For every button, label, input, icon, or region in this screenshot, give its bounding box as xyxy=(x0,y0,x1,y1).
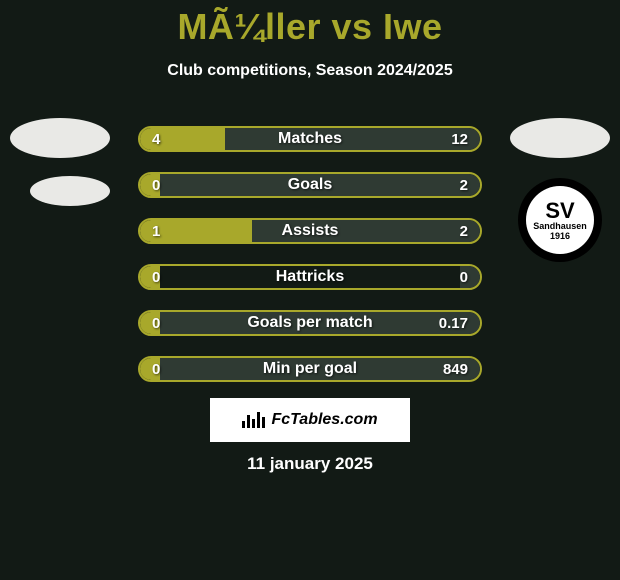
stat-fill-right xyxy=(160,358,480,380)
player-left-badge-top xyxy=(10,118,110,158)
subtitle: Club competitions, Season 2024/2025 xyxy=(0,62,620,80)
stat-row: Goals per match00.17 xyxy=(138,310,482,336)
stat-label: Hattricks xyxy=(140,266,480,288)
stat-row: Min per goal0849 xyxy=(138,356,482,382)
brand-badge: FcTables.com xyxy=(210,398,410,442)
player-right-badge-top xyxy=(510,118,610,158)
stat-fill-right xyxy=(460,266,480,288)
stat-fill-right xyxy=(160,312,480,334)
club-logo-inner: SV Sandhausen 1916 xyxy=(526,186,594,254)
brand-text: FcTables.com xyxy=(271,411,377,429)
stat-fill-left xyxy=(140,266,160,288)
stat-row: Matches412 xyxy=(138,126,482,152)
date-text: 11 january 2025 xyxy=(0,454,620,474)
brand-bars-icon xyxy=(242,412,265,428)
stat-fill-left xyxy=(140,220,252,242)
page-title: MÃ¼ller vs Iwe xyxy=(0,0,620,48)
stat-fill-left xyxy=(140,128,225,150)
stat-fill-left xyxy=(140,312,160,334)
stat-fill-right xyxy=(252,220,480,242)
stat-fill-left xyxy=(140,358,160,380)
club-logo-line3: 1916 xyxy=(550,232,570,241)
stat-row: Hattricks00 xyxy=(138,264,482,290)
stat-fill-left xyxy=(140,174,160,196)
stat-row: Assists12 xyxy=(138,218,482,244)
stat-fill-right xyxy=(225,128,480,150)
club-logo-line1: SV xyxy=(545,199,574,222)
player-left-badge-bottom xyxy=(30,176,110,206)
stat-fill-right xyxy=(160,174,480,196)
stat-row: Goals02 xyxy=(138,172,482,198)
club-logo-sandhausen: SV Sandhausen 1916 xyxy=(518,178,602,262)
infographic-canvas: MÃ¼ller vs Iwe Club competitions, Season… xyxy=(0,0,620,580)
stats-rows: Matches412 Goals02 Assists12 Hattricks00 Goa… xyxy=(138,126,482,402)
